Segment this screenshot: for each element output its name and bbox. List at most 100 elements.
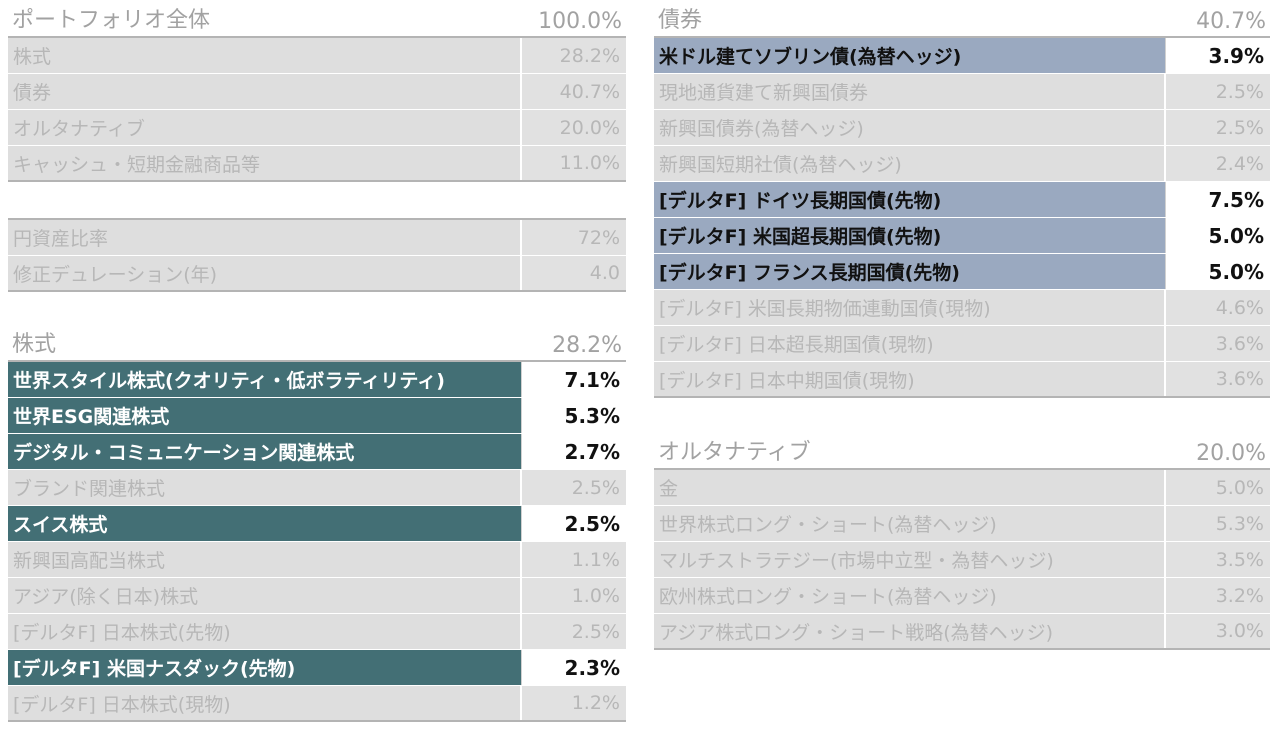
table-row: 世界スタイル株式(クオリティ・低ボラティリティ) 7.1% [8,362,626,398]
row-label: 株式 [8,38,520,73]
row-value: 2.5% [1164,110,1270,145]
equity-rows: 世界スタイル株式(クオリティ・低ボラティリティ) 7.1% 世界ESG関連株式 5.3… [8,362,626,722]
row-value: 11.0% [520,146,626,180]
alternatives-title: オルタナティブ [658,440,811,465]
row-label: 債券 [8,74,520,109]
table-row: 債券 40.7% [8,74,626,110]
row-value: 20.0% [520,110,626,145]
row-value: 3.6% [1164,326,1270,361]
bonds-header: 債券 40.7% [654,2,1270,38]
table-row: 修正デュレーション(年) 4.0 [8,256,626,292]
table-row: [デルタF] 日本株式(先物) 2.5% [8,614,626,650]
metrics-panel: 円資産比率 72% 修正デュレーション(年) 4.0 [8,218,626,292]
alternatives-panel: オルタナティブ 20.0% 金 5.0% 世界株式ロング・ショート(為替ヘッジ) 5.… [654,434,1270,650]
alternatives-rows: 金 5.0% 世界株式ロング・ショート(為替ヘッジ) 5.3% マルチストラテジー(市場… [654,470,1270,650]
row-label: デジタル・コミュニケーション関連株式 [8,434,521,469]
row-label: 新興国短期社債(為替ヘッジ) [654,146,1164,181]
table-row: 株式 28.2% [8,38,626,74]
row-value: 7.5% [1165,182,1270,217]
row-value: 5.3% [521,398,626,433]
table-row: [デルタF] 日本株式(現物) 1.2% [8,686,626,722]
row-value: 2.3% [521,650,626,685]
row-label: [デルタF] 日本株式(現物) [8,686,520,720]
row-label: 米ドル建てソブリン債(為替ヘッジ) [654,38,1165,73]
row-label: 金 [654,470,1164,505]
row-label: [デルタF] 日本株式(先物) [8,614,520,649]
row-label: 世界ESG関連株式 [8,398,521,433]
portfolio-rows: 株式 28.2% 債券 40.7% オルタナティブ 20.0% キャッシュ・短期金融商品等 1… [8,38,626,182]
table-row: [デルタF] ドイツ長期国債(先物) 7.5% [654,182,1270,218]
table-row: [デルタF] 日本超長期国債(現物) 3.6% [654,326,1270,362]
row-value: 5.0% [1165,218,1270,253]
row-value: 40.7% [520,74,626,109]
equity-header: 株式 28.2% [8,326,626,362]
bonds-rows: 米ドル建てソブリン債(為替ヘッジ) 3.9% 現地通貨建て新興国債券 2.5% 新興国債… [654,38,1270,398]
bonds-panel: 債券 40.7% 米ドル建てソブリン債(為替ヘッジ) 3.9% 現地通貨建て新興国債… [654,2,1270,398]
row-label: 新興国債券(為替ヘッジ) [654,110,1164,145]
table-row: 現地通貨建て新興国債券 2.5% [654,74,1270,110]
row-value: 4.6% [1164,290,1270,325]
table-row: 世界株式ロング・ショート(為替ヘッジ) 5.3% [654,506,1270,542]
portfolio-total: 100.0% [538,9,622,34]
row-value: 2.4% [1164,146,1270,181]
table-row: 新興国短期社債(為替ヘッジ) 2.4% [654,146,1270,182]
table-row: 新興国債券(為替ヘッジ) 2.5% [654,110,1270,146]
row-value: 2.7% [521,434,626,469]
table-row: 円資産比率 72% [8,220,626,256]
portfolio-panel: ポートフォリオ全体 100.0% 株式 28.2% 債券 40.7% オルタナティブ 20… [8,2,626,182]
table-row: [デルタF] 日本中期国債(現物) 3.6% [654,362,1270,398]
row-value: 3.6% [1164,362,1270,396]
table-row: 米ドル建てソブリン債(為替ヘッジ) 3.9% [654,38,1270,74]
bonds-title: 債券 [658,8,703,33]
table-row: デジタル・コミュニケーション関連株式 2.7% [8,434,626,470]
row-value: 1.2% [520,686,626,720]
equity-title: 株式 [12,332,57,357]
table-row: [デルタF] 米国超長期国債(先物) 5.0% [654,218,1270,254]
row-label: アジア株式ロング・ショート戦略(為替ヘッジ) [654,614,1164,648]
row-label: 現地通貨建て新興国債券 [654,74,1164,109]
row-value: 28.2% [520,38,626,73]
portfolio-header: ポートフォリオ全体 100.0% [8,2,626,38]
row-value: 3.5% [1164,542,1270,577]
row-label: 欧州株式ロング・ショート(為替ヘッジ) [654,578,1164,613]
row-value: 3.0% [1164,614,1270,648]
table-row: アジア(除く日本)株式 1.0% [8,578,626,614]
row-label: [デルタF] 日本中期国債(現物) [654,362,1164,396]
row-label: ブランド関連株式 [8,470,520,505]
table-row: [デルタF] フランス長期国債(先物) 5.0% [654,254,1270,290]
table-row: 世界ESG関連株式 5.3% [8,398,626,434]
row-value: 4.0 [520,256,626,290]
table-row: [デルタF] 米国ナスダック(先物) 2.3% [8,650,626,686]
table-row: マルチストラテジー(市場中立型・為替ヘッジ) 3.5% [654,542,1270,578]
row-value: 72% [520,220,626,255]
portfolio-title: ポートフォリオ全体 [12,8,211,33]
row-label: 世界株式ロング・ショート(為替ヘッジ) [654,506,1164,541]
row-value: 5.0% [1164,470,1270,505]
row-label: 修正デュレーション(年) [8,256,520,290]
table-row: スイス株式 2.5% [8,506,626,542]
row-label: [デルタF] ドイツ長期国債(先物) [654,182,1165,217]
table-row: 欧州株式ロング・ショート(為替ヘッジ) 3.2% [654,578,1270,614]
equity-panel: 株式 28.2% 世界スタイル株式(クオリティ・低ボラティリティ) 7.1% 世界E… [8,326,626,722]
row-value: 2.5% [521,506,626,541]
table-row: [デルタF] 米国長期物価連動国債(現物) 4.6% [654,290,1270,326]
table-row: 新興国高配当株式 1.1% [8,542,626,578]
row-label: 円資産比率 [8,220,520,255]
equity-total: 28.2% [552,333,622,358]
row-label: キャッシュ・短期金融商品等 [8,146,520,180]
alternatives-header: オルタナティブ 20.0% [654,434,1270,470]
row-value: 3.2% [1164,578,1270,613]
table-row: キャッシュ・短期金融商品等 11.0% [8,146,626,182]
table-row: オルタナティブ 20.0% [8,110,626,146]
row-label: スイス株式 [8,506,521,541]
row-value: 3.9% [1165,38,1270,73]
row-label: 世界スタイル株式(クオリティ・低ボラティリティ) [8,362,521,397]
row-value: 1.0% [520,578,626,613]
row-label: アジア(除く日本)株式 [8,578,520,613]
row-value: 1.1% [520,542,626,577]
row-value: 5.3% [1164,506,1270,541]
row-label: [デルタF] 日本超長期国債(現物) [654,326,1164,361]
table-row: アジア株式ロング・ショート戦略(為替ヘッジ) 3.0% [654,614,1270,650]
metrics-rows: 円資産比率 72% 修正デュレーション(年) 4.0 [8,220,626,292]
row-label: 新興国高配当株式 [8,542,520,577]
